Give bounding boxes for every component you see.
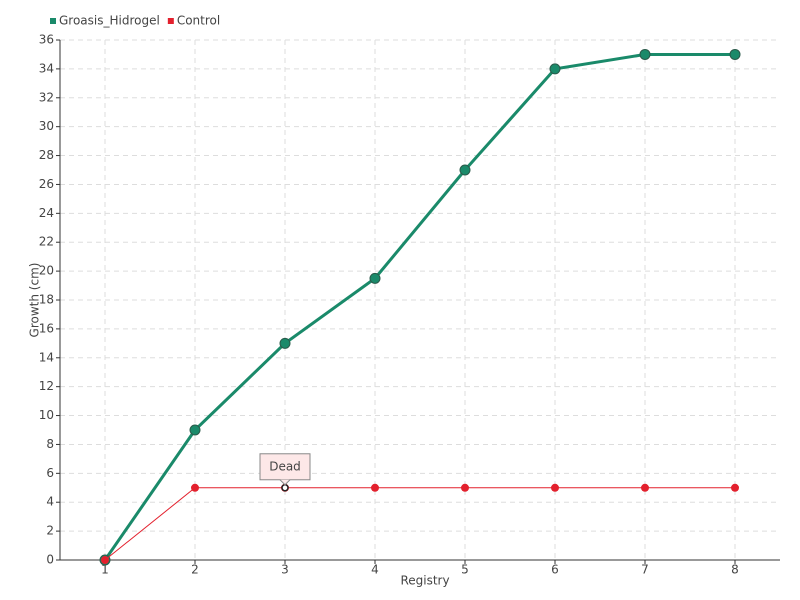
legend-label: Groasis_Hidrogel <box>59 14 160 28</box>
y-tick-label: 32 <box>39 90 54 104</box>
data-point <box>279 337 291 349</box>
x-tick-label: 4 <box>371 563 379 577</box>
y-tick-label: 20 <box>39 264 54 278</box>
data-point <box>641 483 649 492</box>
x-tick-label: 2 <box>191 563 199 577</box>
data-point <box>551 483 559 492</box>
y-tick-label: 4 <box>46 495 54 509</box>
data-point <box>731 483 739 492</box>
y-tick-label: 8 <box>46 437 54 451</box>
data-point <box>191 483 199 492</box>
x-axis-label: Registry <box>400 574 449 588</box>
legend-swatch <box>50 18 56 24</box>
data-point <box>189 424 201 436</box>
data-point <box>549 63 561 75</box>
data-point <box>371 483 379 492</box>
x-tick-label: 3 <box>281 563 289 577</box>
data-point <box>459 164 471 176</box>
series-line <box>103 52 735 561</box>
y-tick-label: 0 <box>46 553 54 567</box>
y-tick-label: 14 <box>39 350 54 364</box>
y-tick-label: 26 <box>39 177 54 191</box>
y-axis-label: Growth (cm) <box>28 263 42 338</box>
annotation-marker <box>281 484 289 492</box>
annotation-box <box>259 453 311 481</box>
y-tick-label: 36 <box>39 33 54 47</box>
y-tick-label: 24 <box>39 206 54 220</box>
legend-label: Control <box>177 14 220 28</box>
y-tick-label: 28 <box>39 148 54 162</box>
y-tick-label: 22 <box>39 235 54 249</box>
data-point <box>101 556 109 564</box>
y-tick-label: 30 <box>39 119 54 133</box>
x-tick-label: 5 <box>461 563 469 577</box>
y-tick-label: 10 <box>39 408 54 422</box>
y-tick-label: 16 <box>39 321 54 335</box>
annotation-pointer <box>279 479 291 486</box>
x-tick-label: 6 <box>551 563 559 577</box>
x-tick-label: 7 <box>641 563 649 577</box>
y-tick-label: 34 <box>39 61 54 75</box>
y-tick-label: 2 <box>46 524 54 538</box>
y-tick-label: 18 <box>39 293 54 307</box>
x-tick-label: 8 <box>731 563 739 577</box>
x-tick-label: 1 <box>101 563 109 577</box>
annotation-text: Dead <box>269 459 301 473</box>
y-tick-label: 12 <box>39 379 54 393</box>
data-point <box>639 48 651 60</box>
data-point <box>461 483 469 492</box>
data-point <box>729 48 741 60</box>
data-point <box>369 272 381 284</box>
legend-swatch <box>167 18 174 24</box>
series-line <box>104 487 735 561</box>
y-tick-label: 6 <box>46 466 54 480</box>
